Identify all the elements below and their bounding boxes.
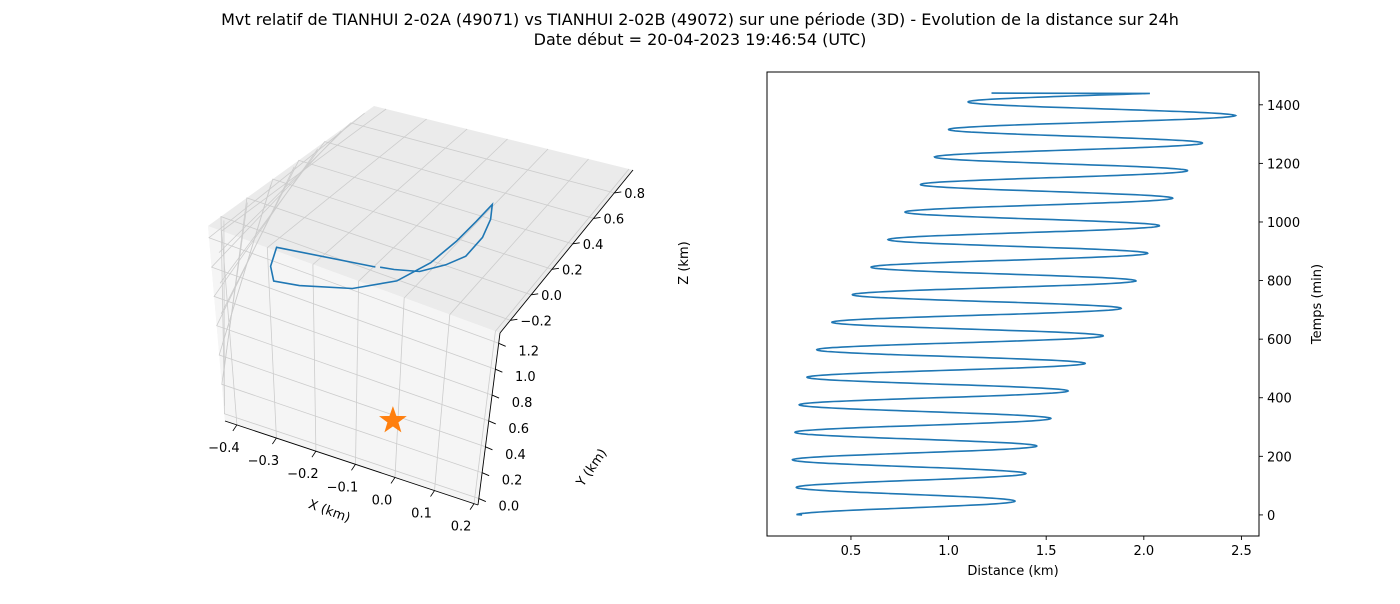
trajectory-line-3d xyxy=(269,202,494,290)
x-tick-mark xyxy=(390,477,396,484)
x-ticks: 0.5 1.0 1.5 2.0 2.5 xyxy=(841,536,1252,559)
z-axis-line xyxy=(499,169,634,334)
y-tick-label: 200 xyxy=(1267,450,1292,465)
z-tick-mark xyxy=(593,216,601,219)
y-tick-label: 800 xyxy=(1267,275,1292,290)
y-axis-label-time: Temps (min) xyxy=(1310,264,1325,345)
y-tick-label: 0.2 xyxy=(502,474,523,489)
distance-series-line xyxy=(791,92,1238,516)
x-tick-label: −0.1 xyxy=(327,480,359,495)
x-tick-mark xyxy=(469,503,475,510)
x-tick-mark xyxy=(272,437,277,445)
y-tick-label: 0 xyxy=(1267,509,1275,524)
y-tick-label: 1400 xyxy=(1267,99,1300,114)
z-tick-label: 0.2 xyxy=(562,263,583,278)
y-tick-label: 1000 xyxy=(1267,216,1300,231)
x-axis-line xyxy=(224,420,479,506)
x-tick-label: −0.3 xyxy=(248,454,280,469)
y-tick-mark xyxy=(481,472,490,477)
y-tick-mark xyxy=(478,498,487,502)
x-tick-label: 0.1 xyxy=(411,507,432,522)
x-tick-label: 0.0 xyxy=(372,493,393,508)
grid-line-x xyxy=(266,118,427,439)
grid-line-x xyxy=(221,108,387,425)
grid-line-x xyxy=(434,158,589,491)
y-axis-label: Y (km) xyxy=(573,446,610,490)
plot-frame xyxy=(766,71,1260,537)
z-tick-mark xyxy=(572,242,580,245)
y-tick-label: 1200 xyxy=(1267,157,1300,172)
pane-floor xyxy=(208,226,500,505)
x-tick-label: 0.5 xyxy=(841,544,862,559)
y-axis-line xyxy=(477,332,501,506)
grid-line-y xyxy=(223,220,479,499)
y-tick-label: 0.6 xyxy=(508,422,529,437)
grid-line-x xyxy=(355,138,508,465)
x-tick-mark xyxy=(311,450,317,458)
y-tick-label: 0.0 xyxy=(498,500,519,515)
grid-line-z xyxy=(220,216,511,406)
z-tick-mark xyxy=(551,267,560,270)
z-tick-label: −0.2 xyxy=(520,314,552,329)
z-tick-mark xyxy=(531,293,539,296)
x-tick-label: 2.5 xyxy=(1231,544,1252,559)
grid-line-z xyxy=(219,141,594,284)
z-tick-mark xyxy=(510,318,518,321)
z-tick-mark xyxy=(614,191,622,194)
y-tick-label: 0.8 xyxy=(512,396,533,411)
x-tick-label: −0.4 xyxy=(208,441,240,456)
y-tick-label: 0.4 xyxy=(505,448,526,463)
y-tick-mark xyxy=(495,368,503,373)
y-tick-mark xyxy=(485,446,493,451)
x-tick-mark xyxy=(351,464,356,471)
z-tick-label: 0.4 xyxy=(583,238,604,253)
y-tick-mark xyxy=(498,342,506,347)
grid-line-x xyxy=(473,168,630,504)
y-tick-label: 400 xyxy=(1267,392,1292,407)
y-tick-label: 1.0 xyxy=(515,370,536,385)
grid-3d xyxy=(208,108,630,504)
pane-group xyxy=(208,106,633,505)
z-tick-label: 0.0 xyxy=(541,289,562,304)
grid-line-z xyxy=(218,122,615,253)
x-tick-label: −0.2 xyxy=(287,467,319,482)
y-tick-mark xyxy=(491,394,500,399)
x-tick-label: 1.0 xyxy=(938,544,959,559)
x-tick-label: 0.2 xyxy=(451,520,472,535)
z-tick-label: 0.6 xyxy=(604,212,625,227)
plot-3d: −0.4−0.3−0.2−0.10.00.10.20.00.20.40.60.8… xyxy=(208,106,692,535)
figure-title: Mvt relatif de TIANHUI 2-02A (49071) vs … xyxy=(221,10,1179,29)
x-tick-mark xyxy=(430,490,435,497)
x-axis-label: X (km) xyxy=(306,497,352,526)
z-tick-label: 0.8 xyxy=(624,187,645,202)
y-tick-label: 1.2 xyxy=(518,344,539,359)
z-axis-label: Z (km) xyxy=(677,241,692,284)
x-axis-label-distance: Distance (km) xyxy=(967,564,1058,579)
grid-line-y xyxy=(208,112,499,344)
y-ticks: 0 200 400 600 800 1000 1200 1400 xyxy=(1259,99,1300,524)
grid-line-x xyxy=(312,128,468,452)
y-tick-label: 600 xyxy=(1267,333,1292,348)
origin-star-marker xyxy=(379,406,407,433)
grid-line-y xyxy=(221,202,483,474)
x-tick-mark xyxy=(232,424,238,432)
plot-2d: 0.5 1.0 1.5 2.0 2.5 0 200 400 600 800 1000 1200 140… xyxy=(766,71,1325,579)
figure-subtitle: Date début = 20-04-2023 19:46:54 (UTC) xyxy=(534,30,867,49)
x-tick-label: 2.0 xyxy=(1133,544,1154,559)
ticks-3d: −0.4−0.3−0.2−0.10.00.10.20.00.20.40.60.8… xyxy=(208,169,645,535)
x-tick-label: 1.5 xyxy=(1036,544,1057,559)
y-tick-mark xyxy=(488,420,496,425)
grid-line-y xyxy=(210,130,496,370)
